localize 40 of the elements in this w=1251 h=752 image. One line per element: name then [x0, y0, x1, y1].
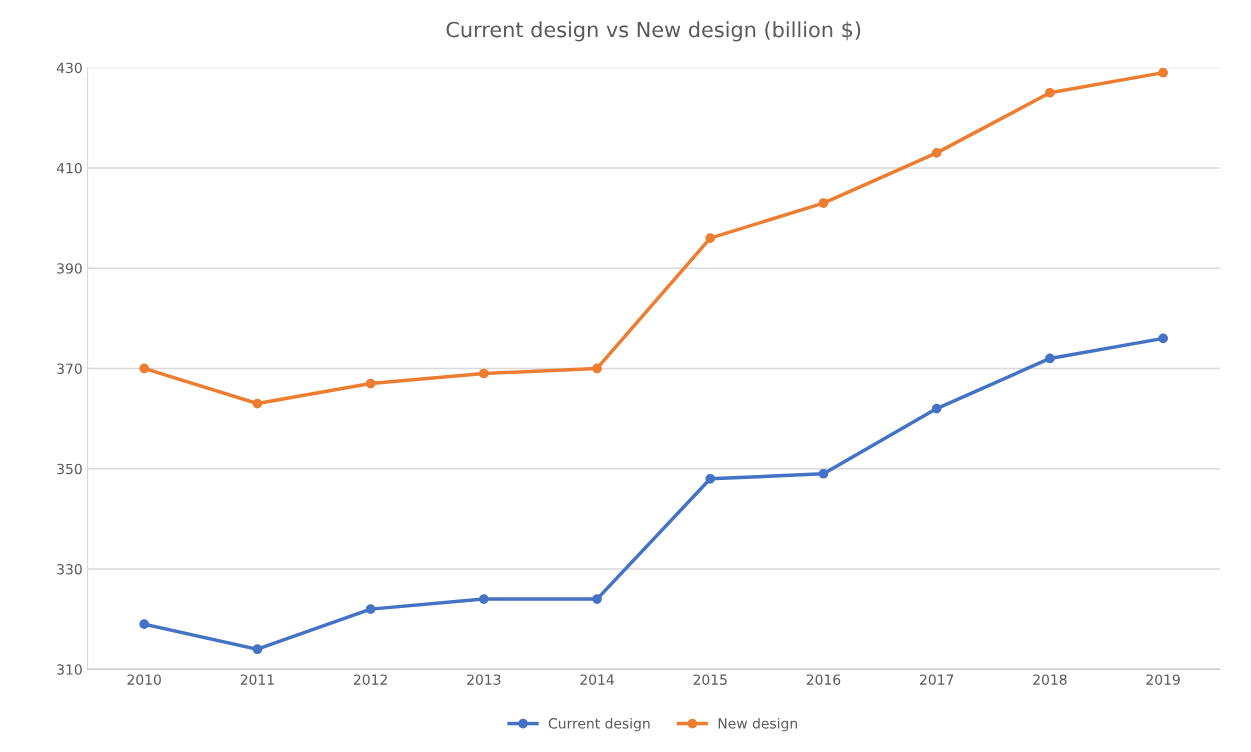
point [365, 604, 376, 614]
y-tick-label: 310 [57, 664, 82, 675]
point [592, 594, 602, 604]
point [705, 233, 716, 243]
x-tick-label: 2014 [580, 674, 614, 685]
point [818, 468, 829, 479]
x-tick-label: 2011 [240, 674, 274, 685]
point [252, 644, 263, 655]
legend-label: New design [718, 717, 797, 732]
point [705, 473, 716, 484]
x-tick-label: 2017 [920, 674, 954, 685]
point [139, 363, 150, 374]
point [139, 619, 150, 630]
y-tick-label: 430 [56, 62, 82, 74]
y-tick-label: 330 [57, 563, 82, 575]
point [1045, 353, 1055, 364]
chart-title: Current design vs New design (billion $) [446, 21, 861, 42]
x-tick-label: 2010 [127, 674, 161, 685]
point [931, 148, 942, 158]
point [1045, 87, 1055, 98]
point [252, 398, 263, 409]
point [592, 363, 602, 374]
x-tick-label: 2018 [1033, 674, 1067, 685]
point [1158, 67, 1168, 78]
y-tick-label: 370 [57, 363, 82, 374]
point [478, 594, 489, 604]
point [931, 403, 942, 414]
x-tick-label: 2013 [467, 674, 501, 685]
x-tick-label: 2016 [806, 674, 841, 685]
x-tick-label: 2019 [1146, 674, 1180, 685]
point [1158, 333, 1168, 344]
legend-label: Current design [548, 717, 650, 732]
y-tick-label: 410 [56, 162, 82, 174]
point [365, 378, 376, 389]
x-tick-label: 2015 [693, 674, 727, 685]
y-tick-label: 350 [57, 463, 82, 475]
point [818, 198, 829, 208]
x-tick-label: 2012 [353, 674, 387, 685]
y-tick-label: 390 [57, 263, 82, 274]
point [478, 368, 489, 379]
